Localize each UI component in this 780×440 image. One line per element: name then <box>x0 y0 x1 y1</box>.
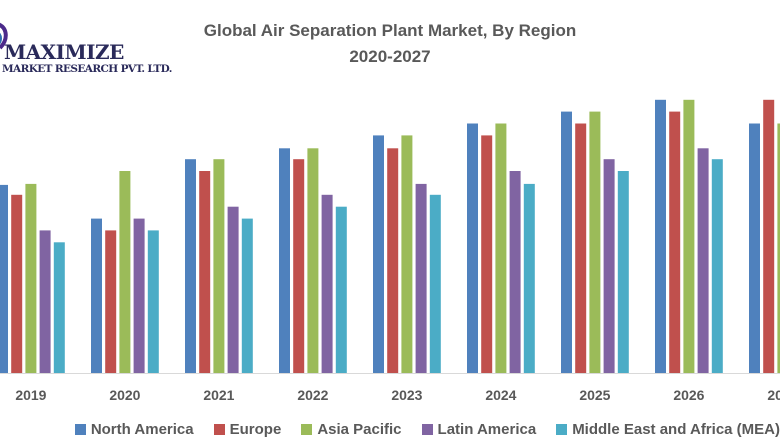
legend-label: Europe <box>229 420 282 438</box>
x-tick-label: 2019 <box>15 387 46 403</box>
bar-2025-north-america <box>561 111 572 373</box>
bar-2024-asia-pacific <box>495 123 507 373</box>
bar-2023-north-america <box>373 135 384 373</box>
bar-2023-europe <box>387 148 399 373</box>
bar-2022-north-america <box>279 148 290 373</box>
x-tick-label: 2027 <box>767 387 780 403</box>
bar-2024-latin-america <box>509 171 521 373</box>
legend-item: North America <box>74 420 194 438</box>
bar-chart: 2019 2020 2021 2022 2023 2024 2025 2026 2027 <box>0 99 780 403</box>
x-tick-label: 2022 <box>297 387 328 403</box>
x-tick-label: 2020 <box>109 387 140 403</box>
bar-2027-europe <box>763 99 775 374</box>
bar-2019-europe <box>11 194 23 373</box>
chart-title-block: Global Air Separation Plant Market, By R… <box>140 18 640 70</box>
x-tick-label: 2024 <box>485 387 516 403</box>
legend-item: Europe <box>213 420 282 438</box>
bar-2027-north-america <box>749 123 760 373</box>
bar-2022-middle-east-and-africa-mea <box>335 206 347 373</box>
legend-swatch <box>556 423 568 435</box>
bar-2024-north-america <box>467 123 478 373</box>
chart-legend: North America Europe Asia Pacific Latin Ame… <box>0 418 780 440</box>
bar-2020-asia-pacific <box>119 171 131 373</box>
logo-name: MAXIMIZE <box>4 40 124 64</box>
bar-2026-middle-east-and-africa-mea <box>711 159 723 373</box>
bar-2020-latin-america <box>133 218 145 373</box>
bar-2024-europe <box>481 135 493 373</box>
bar-2020-middle-east-and-africa-mea <box>147 230 159 373</box>
bar-2019-middle-east-and-africa-mea <box>53 242 65 373</box>
x-tick-label: 2023 <box>391 387 422 403</box>
bar-2026-latin-america <box>697 148 709 373</box>
bar-2024-middle-east-and-africa-mea <box>523 183 535 373</box>
bar-2020-north-america <box>91 218 102 373</box>
bar-2021-latin-america <box>227 206 239 373</box>
legend-label: Asia Pacific <box>317 420 402 438</box>
bar-2021-europe <box>199 171 211 373</box>
bar-2020-europe <box>105 230 117 373</box>
bar-2021-middle-east-and-africa-mea <box>241 218 253 373</box>
chart-title: Global Air Separation Plant Market, By R… <box>203 21 577 40</box>
bar-2026-asia-pacific <box>683 99 695 374</box>
legend-swatch <box>421 423 433 435</box>
x-tick-label: 2025 <box>579 387 610 403</box>
x-tick-label: 2026 <box>673 387 704 403</box>
bar-2026-europe <box>669 111 681 373</box>
legend-label: Latin America <box>437 420 537 438</box>
bar-2025-europe <box>575 123 587 373</box>
bar-2019-asia-pacific <box>25 183 37 373</box>
bar-2025-asia-pacific <box>589 111 601 373</box>
company-logo: MAXIMIZE MARKET RESEARCH PVT. LTD. <box>0 22 172 82</box>
bar-2022-latin-america <box>321 194 333 373</box>
chart-subtitle: 2020-2027 <box>349 47 431 66</box>
bar-2023-middle-east-and-africa-mea <box>429 194 441 373</box>
legend-item: Asia Pacific <box>301 420 402 438</box>
logo-tagline: MARKET RESEARCH PVT. LTD. <box>2 63 172 75</box>
bar-2025-latin-america <box>603 159 615 373</box>
bar-2019-north-america <box>0 184 8 373</box>
bar-2019-latin-america <box>39 230 51 373</box>
legend-swatch <box>213 423 225 435</box>
logo-swirl-icon <box>0 22 8 50</box>
bar-2027-asia-pacific <box>777 123 780 373</box>
bar-2025-middle-east-and-africa-mea <box>617 171 629 373</box>
bar-2021-asia-pacific <box>213 159 225 373</box>
legend-label: North America <box>90 420 194 438</box>
legend-label: Middle East and Africa (MEA) <box>572 420 780 438</box>
legend-swatch <box>301 423 313 435</box>
bar-2021-north-america <box>185 159 196 373</box>
legend-item: Middle East and Africa (MEA) <box>556 421 780 438</box>
bar-2022-europe <box>293 159 305 373</box>
legend-item: Latin America <box>421 420 537 438</box>
bar-2026-north-america <box>655 99 666 374</box>
bar-2023-asia-pacific <box>401 135 413 373</box>
legend-swatch <box>74 423 86 435</box>
bar-2022-asia-pacific <box>307 148 319 373</box>
x-tick-label: 2021 <box>203 387 234 403</box>
bar-2023-latin-america <box>415 183 427 373</box>
